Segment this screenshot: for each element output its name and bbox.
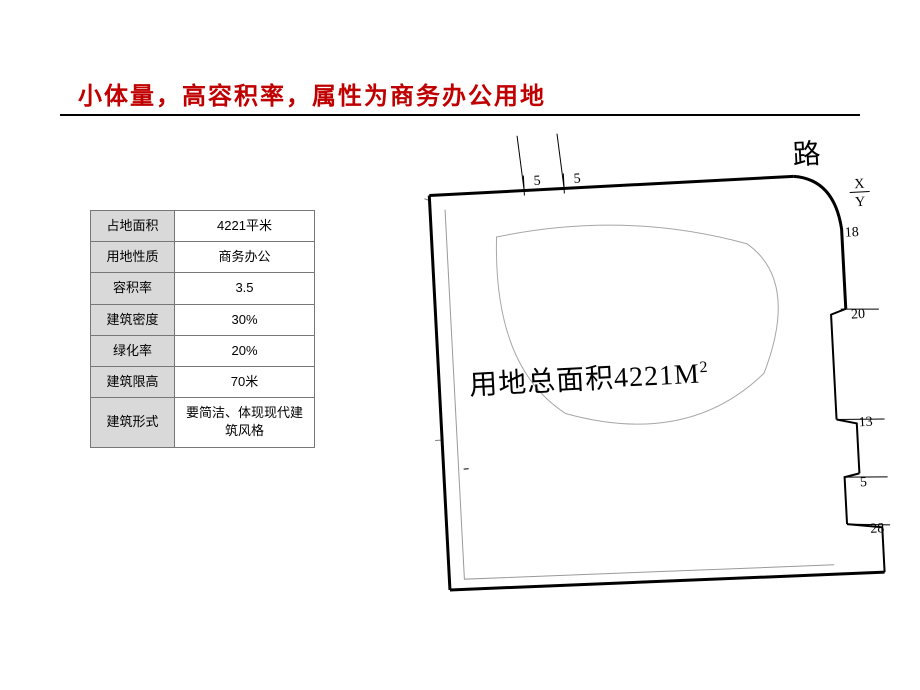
table-row: 占地面积 4221平米 [91, 211, 315, 242]
title-text: 小体量，高容积率，属性为商务办公用地 [78, 83, 546, 110]
table-row: 容积率 3.5 [91, 273, 315, 304]
table-row: 建筑密度 30% [91, 304, 315, 335]
title-rule [60, 114, 860, 116]
table-row: 绿化率 20% [91, 335, 315, 366]
row-label: 容积率 [91, 273, 175, 304]
road-label: 路 [792, 132, 822, 173]
row-label: 绿化率 [91, 335, 175, 366]
dim-right-bot2: 28 [870, 521, 885, 537]
dim-top-a: 5 [533, 174, 541, 189]
row-value: 要简洁、体现现代建筑风格 [175, 398, 315, 447]
table-row: 用地性质 商务办公 [91, 242, 315, 273]
row-label: 建筑形式 [91, 398, 175, 447]
site-plan-diagram: 5 5 X Y 18 20 13 5 28 路 用地总面积4221M2 [371, 117, 898, 672]
land-spec-table: 占地面积 4221平米 用地性质 商务办公 容积率 3.5 建筑密度 30% 绿… [90, 210, 315, 448]
table-row: 建筑形式 要简洁、体现现代建筑风格 [91, 398, 315, 447]
row-label: 建筑密度 [91, 304, 175, 335]
table-row: 建筑限高 70米 [91, 366, 315, 397]
dim-right-top: 18 [844, 225, 859, 241]
page-title: 小体量，高容积率，属性为商务办公用地 [78, 76, 546, 111]
area-label-sup: 2 [699, 359, 709, 376]
xy-top: X [854, 177, 865, 193]
row-value: 20% [175, 335, 315, 366]
site-plan-svg: 5 5 X Y 18 20 13 5 28 [371, 117, 898, 672]
row-value: 70米 [175, 366, 315, 397]
row-value: 30% [175, 304, 315, 335]
slide: 小体量，高容积率，属性为商务办公用地 占地面积 4221平米 用地性质 商务办公… [0, 0, 920, 690]
row-value: 3.5 [175, 273, 315, 304]
row-value: 商务办公 [175, 242, 315, 273]
row-label: 用地性质 [91, 242, 175, 273]
xy-bot: Y [855, 195, 866, 211]
row-label: 建筑限高 [91, 366, 175, 397]
row-value: 4221平米 [175, 211, 315, 242]
row-label: 占地面积 [91, 211, 175, 242]
dim-top-b: 5 [573, 172, 581, 187]
dim-right-mid2: 13 [858, 415, 873, 431]
